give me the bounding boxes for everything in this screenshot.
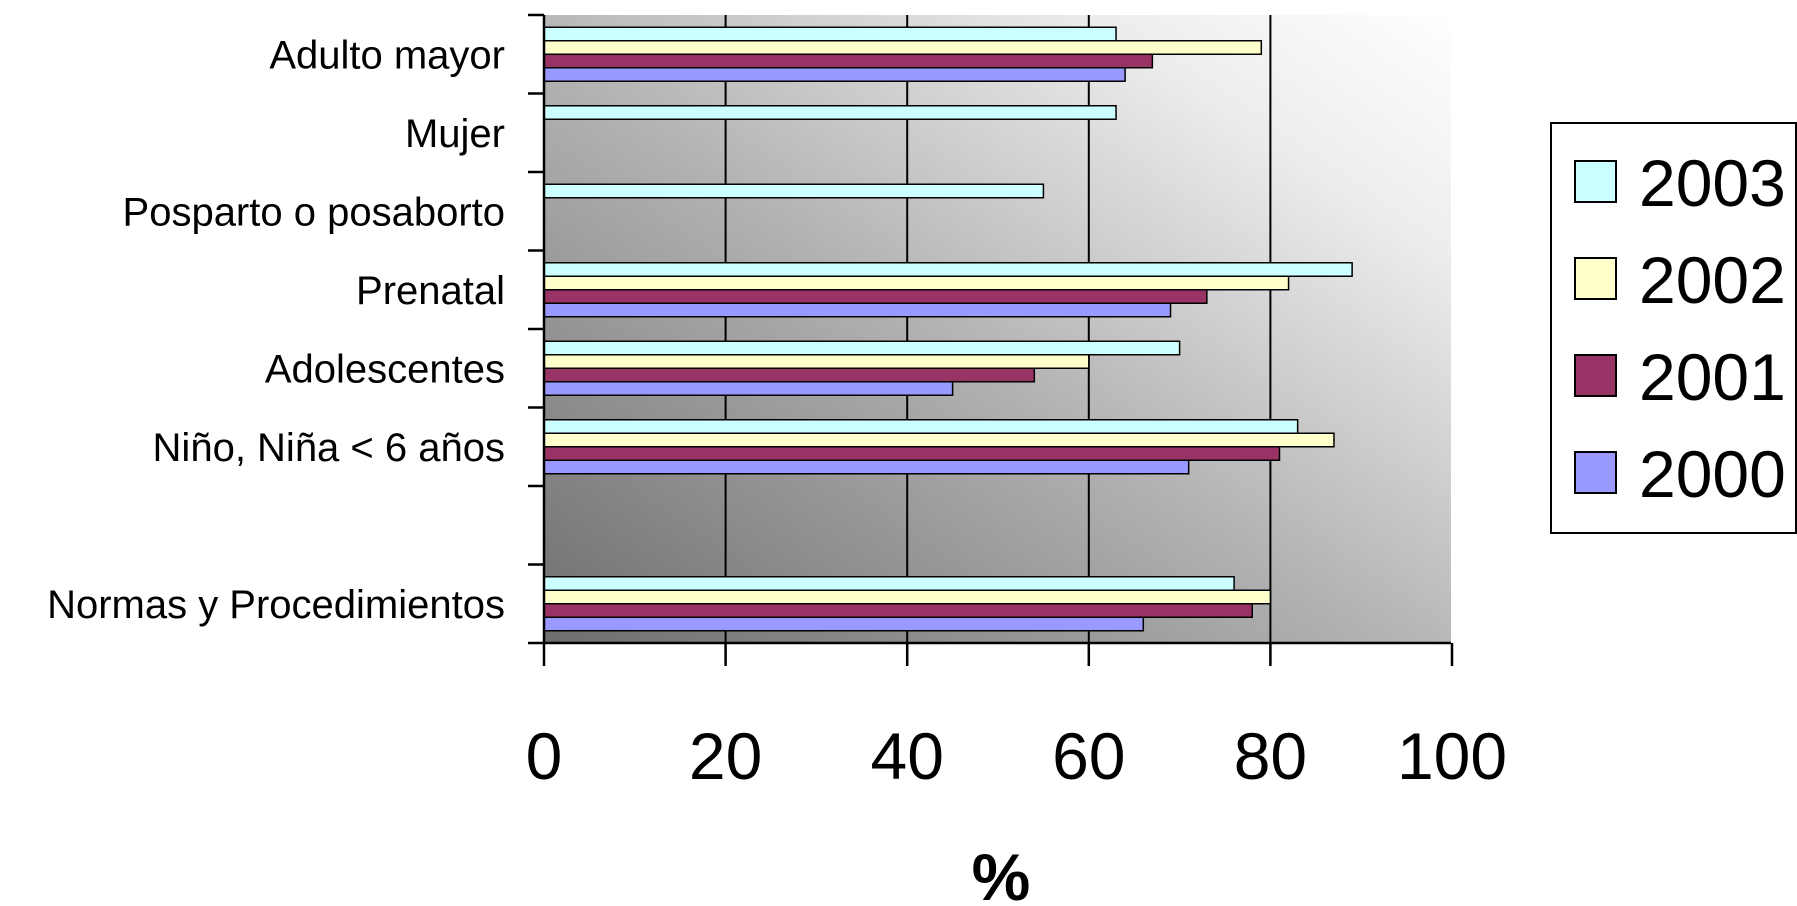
x-tick-label: 0 [526, 719, 563, 793]
bar-2000 [543, 459, 1190, 475]
category-label: Prenatal [356, 269, 505, 313]
x-tick-label: 80 [1234, 719, 1307, 793]
bar-2000 [543, 381, 954, 396]
bar-2001 [543, 367, 1036, 383]
bar-2001 [543, 603, 1253, 618]
legend-label: 2003 [1639, 146, 1786, 220]
legend: 2003 2002 2001 2000 [1550, 122, 1797, 534]
bar-2002 [543, 589, 1272, 605]
bar-2000 [543, 616, 1145, 632]
bar-2002 [543, 432, 1335, 448]
bar-2002 [543, 354, 1090, 369]
bar-2000 [543, 302, 1172, 318]
bar-2001 [543, 53, 1154, 69]
category-labels: Adulto mayor Mujer Posparto o posaborto Pre… [47, 33, 505, 627]
bar-2003 [543, 340, 1181, 356]
category-label: Mujer [405, 112, 505, 156]
bar-2003 [543, 183, 1045, 199]
x-axis-title: % [972, 840, 1031, 906]
x-tick-label: 60 [1052, 719, 1125, 793]
bar-2003 [543, 419, 1299, 434]
x-tick-label: 100 [1397, 719, 1507, 793]
bar-2003 [543, 576, 1235, 591]
x-tick-labels: 0 20 40 60 80 100 [526, 719, 1507, 793]
axes [528, 13, 1454, 666]
bar-2001 [543, 289, 1208, 304]
legend-label: 2002 [1639, 243, 1786, 317]
x-tick-label: 40 [870, 719, 943, 793]
bar-2001 [543, 446, 1281, 461]
bars [543, 26, 1353, 632]
category-label: Adolescentes [265, 347, 505, 391]
legend-swatch-2001 [1574, 354, 1617, 397]
bar-2003 [543, 105, 1117, 120]
category-label: Normas y Procedimientos [47, 583, 505, 627]
category-label: Posparto o posaborto [123, 190, 505, 234]
legend-swatch-2003 [1574, 160, 1617, 203]
bar-2000 [543, 67, 1126, 82]
bar-2002 [543, 275, 1290, 291]
legend-label: 2000 [1639, 437, 1786, 511]
category-label: Adulto mayor [269, 33, 505, 77]
bar-2003 [543, 262, 1353, 277]
legend-swatch-2000 [1574, 451, 1617, 494]
bar-2002 [543, 40, 1263, 55]
legend-swatch-2002 [1574, 257, 1617, 300]
legend-label: 2001 [1639, 340, 1786, 414]
category-label: Niño, Niña < 6 años [153, 426, 505, 470]
bar-2003 [543, 26, 1117, 42]
x-tick-label: 20 [689, 719, 762, 793]
